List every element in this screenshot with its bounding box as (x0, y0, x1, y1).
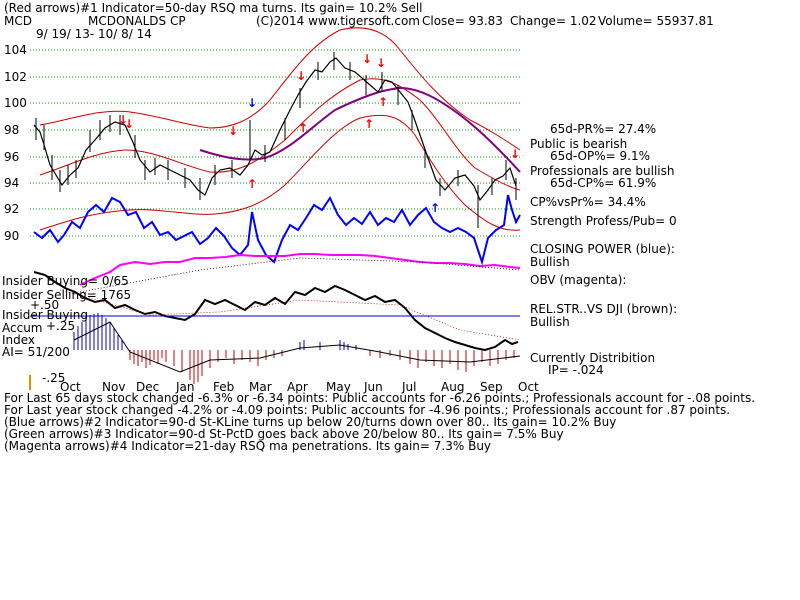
price-tick: 96 (4, 150, 20, 164)
month-label: Sep (480, 380, 503, 394)
symbol: MCD (4, 14, 32, 28)
rel-strength-ma (59, 289, 521, 341)
month-label: Dec (136, 380, 160, 394)
lower-band (39, 114, 521, 231)
arrow-down-red: ↓ (228, 124, 238, 138)
ma-purple (199, 86, 521, 173)
arrow-down-red: ↓ (362, 52, 372, 66)
price-tick: 98 (4, 123, 20, 137)
obv-series (79, 253, 521, 286)
arrow-up-blue: ↑ (430, 201, 440, 215)
signal-arrows: ↓ ↓ ↓ ↓ ↑ ↓ ↑ ↓ ↓ ↑ ↑ ↑ ↓ (118, 52, 520, 215)
month-label: Oct (518, 380, 539, 394)
grid-lines (30, 49, 520, 237)
closing-power-label: CLOSING POWER (blue): (530, 242, 675, 256)
footer-year-summary: For Last year stock changed -4.2% or -4.… (4, 403, 731, 417)
price-bars (35, 52, 517, 228)
arrow-down-red: ↓ (118, 113, 128, 127)
volume-value: Volume= 55937.81 (598, 14, 714, 28)
price-tick: 102 (4, 70, 27, 84)
price-tick: 90 (4, 229, 20, 243)
month-label: Nov (102, 380, 126, 394)
price-tick: 94 (4, 176, 20, 190)
arrow-up-red: ↑ (247, 177, 257, 191)
month-label: Aug (441, 380, 465, 394)
arrow-down-red: ↓ (296, 69, 306, 83)
company-name: MCDONALDS CP (88, 14, 186, 28)
rel-strength-series (33, 271, 519, 352)
arrow-down-red: ↓ (510, 147, 520, 161)
month-label: May (326, 380, 351, 394)
obv-label: OBV (magenta): (530, 273, 627, 287)
footer-indicator-3: (Green arrows)#3 Indicator=90-d St-PctD … (4, 427, 564, 441)
op65-label: 65d-OP%= 9.1% (550, 149, 650, 163)
close-value: Close= 93.83 (422, 14, 503, 28)
price-series (33, 57, 517, 202)
month-label: Jan (176, 380, 195, 394)
strength-label: Strength Profess/Pub= 0 (530, 214, 677, 228)
month-label: Jul (402, 380, 417, 394)
insider-buying-label: Insider Buying= 0/65 (2, 274, 129, 288)
accum-plus25-label: +.25 (46, 319, 76, 333)
price-tick: 104 (4, 43, 27, 57)
accum-plus50-label: +.50 (30, 298, 60, 312)
month-label: Apr (287, 380, 308, 394)
relstr-label: REL.STR..VS DJI (brown): (530, 302, 678, 316)
change-value: Change= 1.02 (510, 14, 597, 28)
arrow-up-red: ↑ (378, 95, 388, 109)
cp65-label: 65d-CP%= 61.9% (550, 176, 657, 190)
insider-selling-label: Insider Selling= 1765 (2, 288, 132, 302)
arrow-down-blue: ↓ (247, 96, 257, 110)
index-label: Index (2, 333, 36, 347)
accum-minus25-label: -.25 (42, 371, 66, 385)
middle-band (39, 78, 521, 191)
footer-65day-summary: For Last 65 days stock changed -6.3% or … (4, 391, 756, 405)
closing-power-series (33, 194, 521, 266)
obv-ma (79, 257, 521, 293)
arrow-up-red: ↑ (364, 117, 374, 131)
pr65-label: 65d-PR%= 27.4% (550, 122, 657, 136)
ip-label: IP= -.024 (548, 363, 604, 377)
month-label: Feb (213, 380, 235, 394)
price-tick: 92 (4, 202, 20, 216)
cpvspr-label: CP%vsPr%= 34.4% (530, 195, 646, 209)
month-label: Jun (364, 380, 383, 394)
upper-band (39, 27, 521, 151)
accum-label: Accum (2, 321, 43, 335)
relstr-value: Bullish (530, 315, 570, 329)
footer-indicator-2: (Blue arrows)#2 Indicator=90-d St-KLine … (4, 415, 617, 429)
price-tick: 100 (4, 96, 27, 110)
accum-index-histogram (73, 313, 515, 384)
insider-buying2-label: Insider Buying (2, 308, 88, 322)
month-label: Oct (60, 380, 81, 394)
ai-label: AI= 51/200 (2, 345, 70, 359)
closing-power-value: Bullish (530, 255, 570, 269)
indicator-1-title: (Red arrows)#1 Indicator=50-day RSQ ma t… (4, 1, 423, 15)
public-label: Public is bearish (530, 137, 628, 151)
professionals-label: Professionals are bullish (530, 164, 675, 178)
footer-indicator-4: (Magenta arrows)#4 Indicator=21-day RSQ … (4, 439, 492, 453)
arrow-down-red: ↓ (124, 117, 134, 131)
month-label: Mar (249, 380, 272, 394)
accum-index-ma (73, 321, 521, 373)
arrow-up-red: ↑ (298, 121, 308, 135)
arrow-down-red: ↓ (376, 56, 386, 70)
copyright: (C)2014 www.tigersoft.com (256, 14, 420, 28)
distribution-label: Currently Distribition (530, 351, 656, 365)
date-range: 9/ 19/ 13- 10/ 8/ 14 (36, 27, 152, 41)
